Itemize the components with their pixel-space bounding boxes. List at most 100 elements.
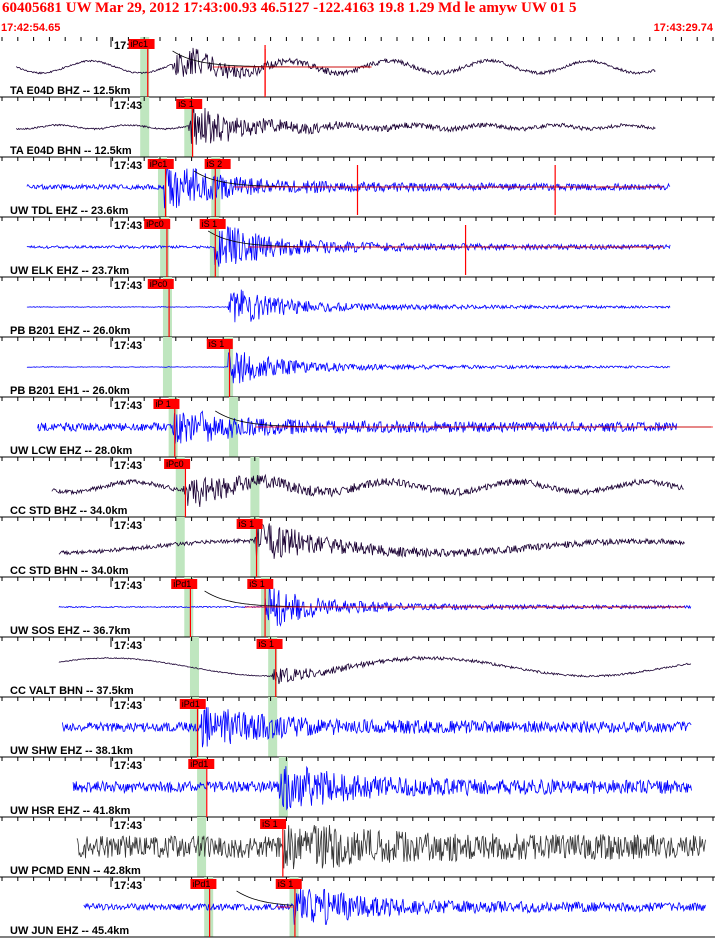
station-label: UW ELK EHZ -- 23.7km <box>10 265 129 277</box>
pick-label: iPc1 <box>150 159 168 169</box>
time-ticks <box>1 337 714 341</box>
pick-label: iS 1 <box>278 879 294 889</box>
station-label: UW LCW EHZ -- 28.0km <box>10 445 132 457</box>
pick-window <box>140 37 150 97</box>
pick-label: iS 1 <box>202 219 218 229</box>
time-ticks <box>1 757 714 761</box>
pick-label: iS 1 <box>249 579 265 589</box>
trace-panel-9: 17:43 iS 1 CC STD BHN -- 34.0km <box>0 517 715 578</box>
waveform <box>26 165 671 209</box>
time-ticks <box>1 97 714 101</box>
pick-label: iS 1 <box>178 99 194 109</box>
pick-box <box>144 219 171 229</box>
event-title: 60405681 UW Mar 29, 2012 17:43:00.93 46.… <box>2 0 577 16</box>
minute-label: 17:43 <box>114 520 142 532</box>
station-label: PB B201 EH1 -- 26.0km <box>10 385 130 397</box>
waveform <box>62 707 692 748</box>
plot-header: 60405681 UW Mar 29, 2012 17:43:00.93 46.… <box>0 0 715 37</box>
pick-label: iPd1 <box>173 579 191 589</box>
pick-window <box>278 757 288 817</box>
time-ticks <box>1 577 714 581</box>
pick-window <box>175 517 185 577</box>
minute-label: 17:43 <box>114 100 142 112</box>
trace-panel: 17:43 iPc1 TA E04D BHZ -- 12.5km 17:43 iS 1 T… <box>0 37 715 938</box>
waveform <box>26 226 671 267</box>
waveform <box>15 47 656 80</box>
pick-window <box>160 217 170 277</box>
pick-box <box>147 279 174 289</box>
trace-panel-4: 17:43 iPc0 iS 1 UW ELK EHZ -- 23.7km <box>0 217 715 278</box>
minute-label: 17:43 <box>114 160 142 172</box>
time-ticks <box>1 217 714 221</box>
waveform <box>72 765 692 811</box>
trace-panel-15: 17:43 iPd1 iS 1 UW JUN EHZ -- 45.4km <box>0 877 715 938</box>
minute-label: 17:43 <box>114 640 142 652</box>
pick-label: iS 1 <box>262 819 278 829</box>
minute-label: 17:43 <box>114 820 142 832</box>
pick-box <box>188 759 215 769</box>
trace-panel-2: 17:43 iS 1 TA E04D BHN -- 12.5km <box>0 97 715 158</box>
waveform <box>58 523 685 560</box>
synthetic-curve <box>193 170 662 188</box>
pick-box <box>199 219 226 229</box>
time-ticks <box>1 157 714 161</box>
station-label: UW PCMD ENN -- 42.8km <box>10 865 141 877</box>
pick-box <box>275 879 302 889</box>
station-label: PB B201 EHZ -- 26.0km <box>10 325 131 337</box>
minute-label: 17:43 <box>114 340 142 352</box>
time-ticks <box>1 397 714 401</box>
pick-window <box>268 637 278 697</box>
pick-box <box>190 879 217 889</box>
time-ticks <box>1 877 714 881</box>
minute-label: 17:43 <box>114 700 142 712</box>
pick-window <box>224 337 234 397</box>
station-label: UW JUN EHZ -- 45.4km <box>10 925 129 937</box>
pick-box <box>128 39 155 49</box>
trace-panel-12: 17:43 iPd1 UW SHW EHZ -- 38.1km <box>0 697 715 758</box>
pick-box <box>247 579 274 589</box>
pick-box <box>179 699 206 709</box>
pick-label: iS 1 <box>239 519 255 529</box>
trace-panel-14: 17:43 iS 1 UW PCMD ENN -- 42.8km <box>0 817 715 878</box>
waveform <box>83 887 706 926</box>
minute-label: 17:43 <box>114 580 142 592</box>
pick-label: iPc1 <box>131 39 149 49</box>
station-label: CC STD BHZ -- 34.0km <box>10 505 128 517</box>
pick-window <box>189 637 199 697</box>
minute-label: 17:43 <box>114 880 142 892</box>
time-ticks <box>1 37 714 41</box>
trace-panel-10: 17:43 iPd1 iS 1 UW SOS EHZ -- 36.7km <box>0 577 715 638</box>
waveform <box>76 824 706 870</box>
time-ticks <box>1 817 714 821</box>
station-label: UW SOS EHZ -- 36.7km <box>10 625 131 637</box>
station-label: UW SHW EHZ -- 38.1km <box>10 745 133 757</box>
waveform <box>26 352 671 384</box>
pick-window <box>289 877 299 937</box>
station-label: CC STD BHN -- 34.0km <box>10 565 129 577</box>
pick-label: iPd1 <box>182 699 200 709</box>
minute-label: 17:43 <box>114 220 142 232</box>
trace-panel-7: 17:43 iP 1 UW LCW EHZ -- 28.0km <box>0 397 715 458</box>
pick-label: iS 1 <box>259 639 275 649</box>
waveform <box>26 289 671 323</box>
synthetic-curve <box>236 890 293 906</box>
pick-window <box>209 217 219 277</box>
pick-label: iPc0 <box>146 219 164 229</box>
minute-label: 17:43 <box>114 460 142 472</box>
trace-panel-6: 17:43 iS 1 PB B201 EH1 -- 26.0km <box>0 337 715 398</box>
minute-label: 17:43 <box>114 760 142 772</box>
start-time-label: 17:42:54.65 <box>1 22 61 34</box>
pick-label: iPc0 <box>166 459 184 469</box>
pick-window <box>168 397 178 457</box>
pick-box <box>204 159 231 169</box>
pick-label: iPc0 <box>150 279 168 289</box>
trace-panel-8: 17:43 iPc0 CC STD BHZ -- 34.0km <box>0 457 715 518</box>
pick-box <box>256 639 283 649</box>
time-ticks <box>1 277 714 281</box>
waveform <box>15 104 656 145</box>
station-label: TA E04D BHZ -- 12.5km <box>10 85 131 97</box>
waveform <box>37 410 678 444</box>
pick-box <box>176 99 203 109</box>
